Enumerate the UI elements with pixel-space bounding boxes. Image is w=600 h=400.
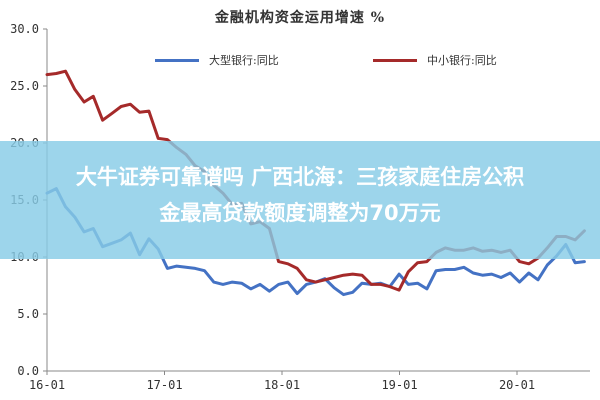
x-tick-label: 20-01 xyxy=(499,378,535,392)
y-tick-label: 5.0 xyxy=(17,307,39,321)
legend-swatch-large-banks xyxy=(155,58,199,62)
legend-swatch-small-banks xyxy=(373,58,417,62)
x-tick-label: 17-01 xyxy=(146,378,182,392)
x-tick-label: 16-01 xyxy=(29,378,65,392)
headline-line-2: 金最高贷款额度调整为70万元 xyxy=(159,201,441,225)
y-tick-label: 30.0 xyxy=(10,22,39,36)
legend-item-large-banks: 大型银行:同比 xyxy=(155,53,279,67)
x-tick-label: 19-01 xyxy=(381,378,417,392)
x-axis-ticks: 16-01 17-01 18-01 19-01 20-01 xyxy=(29,371,535,392)
headline-line-1: 大牛证券可靠谱吗 广西北海：三孩家庭住房公积 xyxy=(75,165,525,189)
legend-item-small-banks: 中小银行:同比 xyxy=(373,53,497,67)
y-tick-label: 0.0 xyxy=(17,364,39,378)
headline-banner[interactable] xyxy=(0,141,600,259)
chart-title: 金融机构资金运用增速 % xyxy=(214,10,386,26)
y-tick-label: 25.0 xyxy=(10,79,39,93)
x-tick-label: 18-01 xyxy=(264,378,300,392)
legend-label-large-banks: 大型银行:同比 xyxy=(209,54,279,67)
legend-label-small-banks: 中小银行:同比 xyxy=(427,54,497,67)
headline-text[interactable]: 大牛证券可靠谱吗 广西北海：三孩家庭住房公积 金最高贷款额度调整为70万元 xyxy=(0,159,600,231)
